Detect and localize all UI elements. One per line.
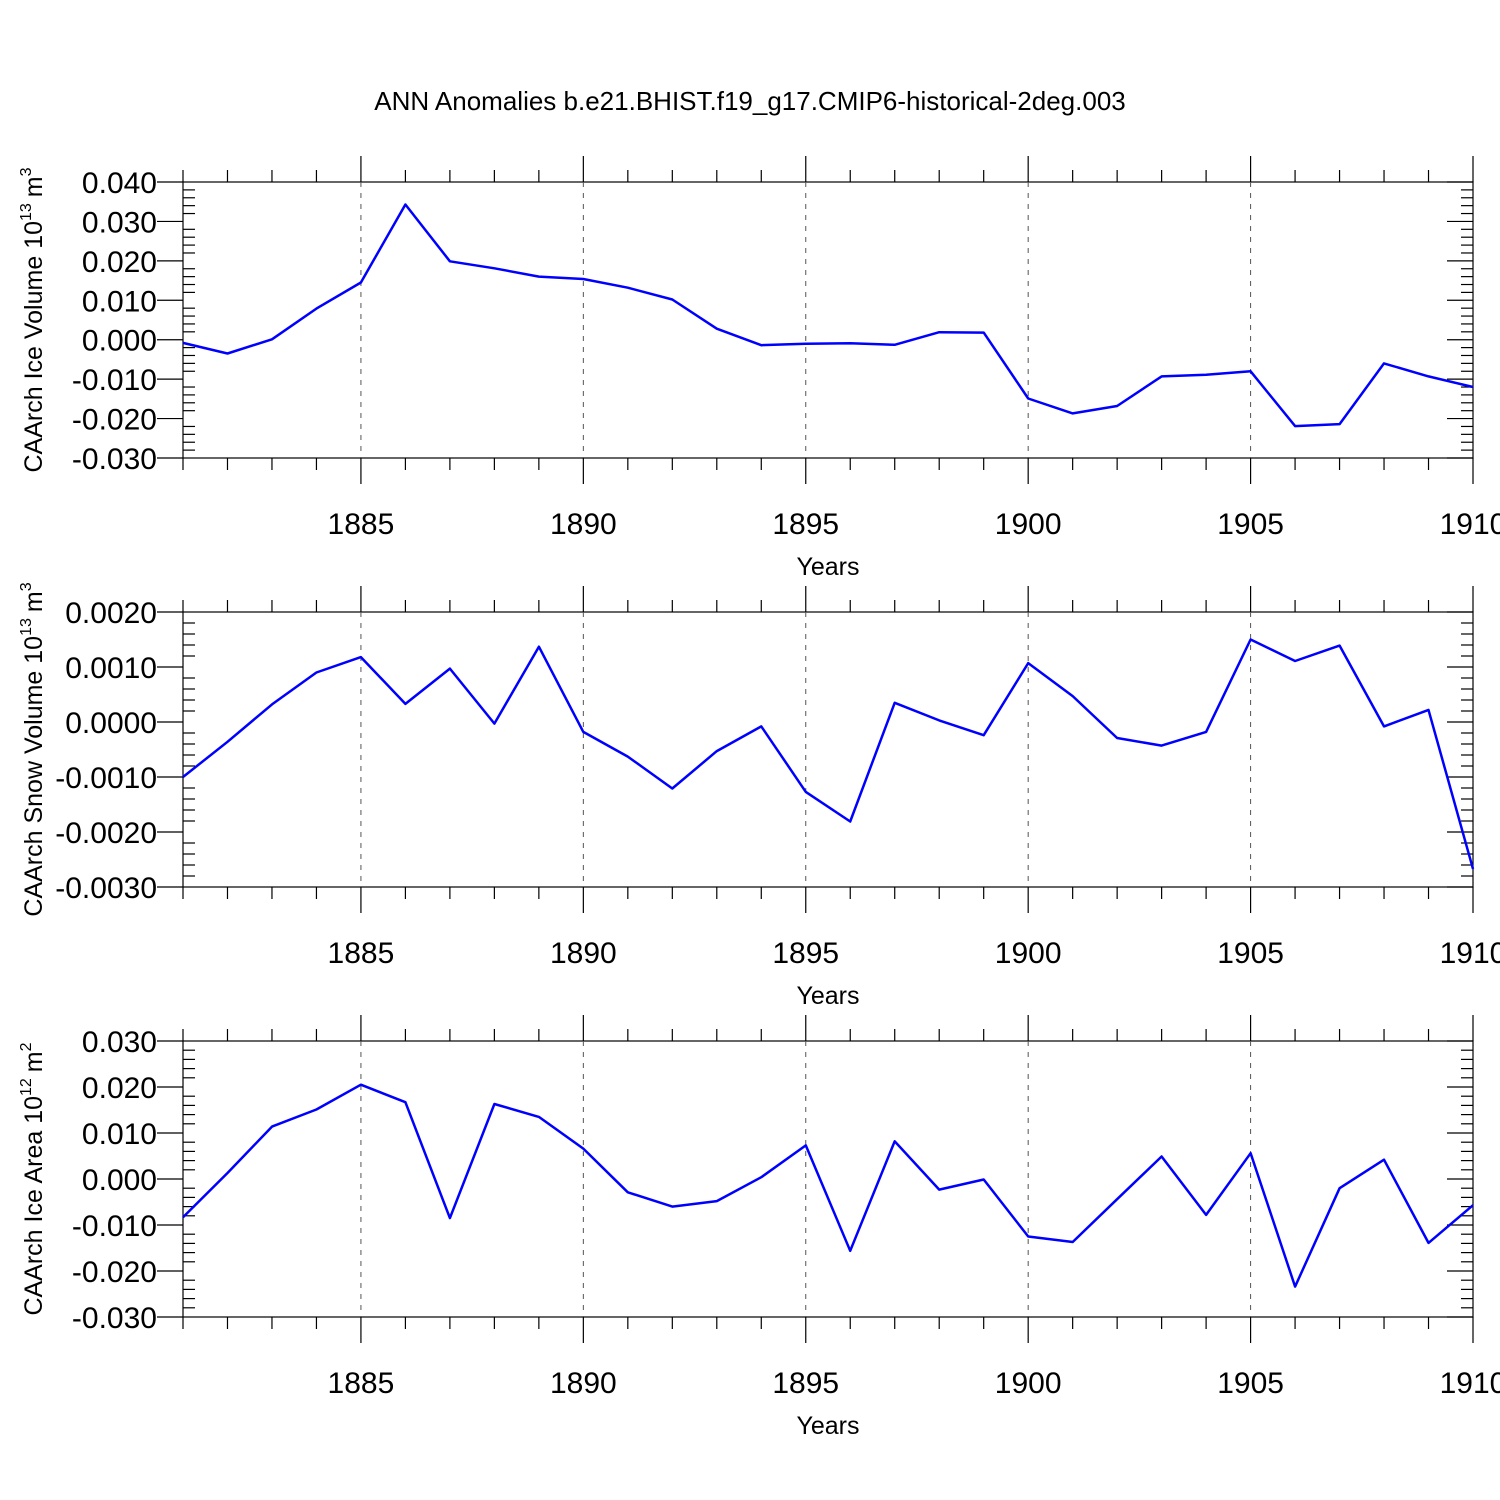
y-axis-title-unit: m bbox=[20, 1051, 48, 1072]
y-tick-label: -0.0030 bbox=[55, 872, 157, 905]
y-tick-label: -0.010 bbox=[72, 1210, 157, 1243]
y-tick-label: -0.010 bbox=[72, 364, 157, 397]
series-line bbox=[182, 203, 1474, 428]
y-tick-label: -0.020 bbox=[72, 1256, 157, 1289]
y-axis-title-text: CAArch Ice Area 10 bbox=[20, 1096, 48, 1316]
y-axis-title-unit-exponent: 2 bbox=[18, 1042, 35, 1051]
y-tick-label: 0.020 bbox=[82, 246, 157, 279]
x-tick-label: 1905 bbox=[1217, 508, 1284, 541]
chart-panel-2: 1885 1890 1895 1900 1905 1910 Years -0.0030 -0.0… bbox=[18, 582, 1500, 1010]
x-tick-label: 1910 bbox=[1440, 937, 1500, 970]
y-axis-title-text: CAArch Snow Volume 10 bbox=[20, 636, 48, 917]
y-tick-label: 0.0000 bbox=[65, 707, 157, 740]
y-axis-title-exponent: 12 bbox=[18, 1078, 35, 1096]
y-axis-title-text: CAArch Ice Volume 10 bbox=[20, 221, 48, 473]
x-tick-label: 1900 bbox=[995, 508, 1062, 541]
x-tick-label: 1885 bbox=[328, 937, 395, 970]
x-tick-label: 1885 bbox=[328, 508, 395, 541]
y-tick-label: 0.010 bbox=[82, 1118, 157, 1151]
panels: 1885 1890 1895 1900 1905 1910 Years -0.030 -0.02… bbox=[18, 156, 1500, 1440]
y-tick-label: -0.030 bbox=[72, 443, 157, 476]
y-tick-label: 0.0020 bbox=[65, 597, 157, 630]
y-axis-title-unit-exponent: 3 bbox=[18, 582, 35, 591]
x-tick-label: 1895 bbox=[772, 1367, 839, 1400]
x-tick-label: 1895 bbox=[772, 937, 839, 970]
x-tick-label: 1905 bbox=[1217, 937, 1284, 970]
y-tick-label: 0.020 bbox=[82, 1072, 157, 1105]
y-tick-label: -0.020 bbox=[72, 404, 157, 437]
x-tick-label: 1890 bbox=[550, 937, 617, 970]
x-tick-label: 1910 bbox=[1440, 1367, 1500, 1400]
chart-panel-3: 1885 1890 1895 1900 1905 1910 Years -0.030 -0.02… bbox=[18, 1015, 1500, 1440]
plot-frame bbox=[182, 1040, 1474, 1318]
y-axis-title: CAArch Ice Volume 1013 m3 bbox=[18, 167, 48, 472]
y-tick-label: 0.000 bbox=[82, 325, 157, 358]
x-tick-label: 1910 bbox=[1440, 508, 1500, 541]
plot-frame bbox=[182, 181, 1474, 459]
y-axis-title-unit: m bbox=[20, 176, 48, 197]
chart-panel-1: 1885 1890 1895 1900 1905 1910 Years -0.030 -0.02… bbox=[18, 156, 1500, 581]
y-tick-label: 0.030 bbox=[82, 206, 157, 239]
y-axis-title: CAArch Ice Area 1012 m2 bbox=[18, 1042, 48, 1315]
x-tick-label: 1900 bbox=[995, 937, 1062, 970]
x-tick-label: 1890 bbox=[550, 1367, 617, 1400]
y-tick-label: -0.030 bbox=[72, 1302, 157, 1335]
y-tick-label: 0.040 bbox=[82, 167, 157, 200]
plot-frame bbox=[182, 611, 1474, 888]
x-tick-label: 1900 bbox=[995, 1367, 1062, 1400]
chart-title: ANN Anomalies b.e21.BHIST.f19_g17.CMIP6-… bbox=[374, 86, 1126, 116]
y-tick-label: 0.030 bbox=[82, 1026, 157, 1059]
y-tick-label: -0.0010 bbox=[55, 762, 157, 795]
x-tick-label: 1885 bbox=[328, 1367, 395, 1400]
x-axis-title: Years bbox=[796, 553, 859, 581]
y-tick-label: 0.0010 bbox=[65, 652, 157, 685]
y-axis-title-exponent: 13 bbox=[18, 618, 35, 636]
y-axis-title: CAArch Snow Volume 1013 m3 bbox=[18, 582, 48, 916]
x-tick-label: 1895 bbox=[772, 508, 839, 541]
x-tick-label: 1890 bbox=[550, 508, 617, 541]
x-axis-title: Years bbox=[796, 1412, 859, 1440]
y-tick-label: -0.0020 bbox=[55, 817, 157, 850]
x-axis-title: Years bbox=[796, 982, 859, 1010]
y-tick-label: 0.000 bbox=[82, 1164, 157, 1197]
series-line bbox=[182, 1083, 1474, 1288]
y-axis-title-unit-exponent: 3 bbox=[18, 167, 35, 176]
y-axis-title-unit: m bbox=[20, 591, 48, 612]
y-axis-title-exponent: 13 bbox=[18, 203, 35, 221]
series-line bbox=[182, 638, 1475, 870]
y-tick-label: 0.010 bbox=[82, 285, 157, 318]
x-tick-label: 1905 bbox=[1217, 1367, 1284, 1400]
